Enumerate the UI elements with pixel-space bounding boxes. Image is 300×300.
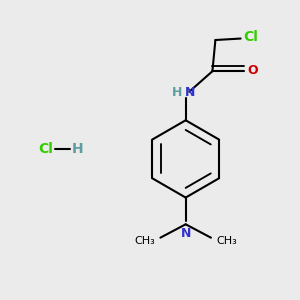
Text: H: H bbox=[72, 142, 83, 155]
Text: N: N bbox=[181, 227, 191, 240]
Text: O: O bbox=[247, 64, 258, 77]
Text: CH₃: CH₃ bbox=[134, 236, 155, 246]
Text: Cl: Cl bbox=[38, 142, 53, 155]
Text: CH₃: CH₃ bbox=[216, 236, 237, 246]
Text: H: H bbox=[172, 86, 182, 99]
Text: N: N bbox=[184, 86, 195, 99]
Text: Cl: Cl bbox=[244, 30, 259, 44]
